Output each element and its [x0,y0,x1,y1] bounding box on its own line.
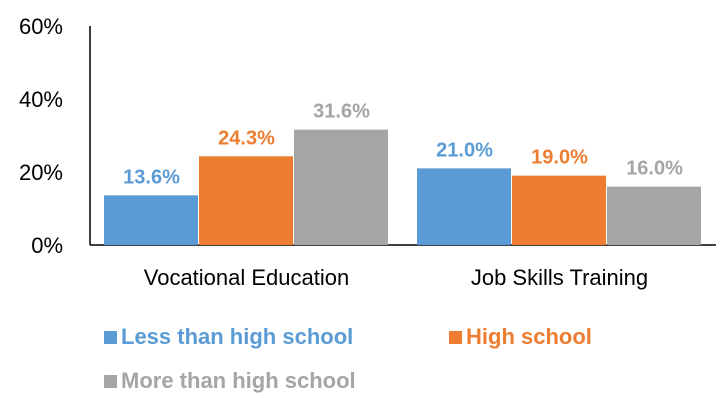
bar [607,186,701,245]
legend-label-more-than-high-school: More than high school [121,368,356,393]
y-tick-label: 20% [19,160,63,185]
legend: Less than high school High school More t… [0,316,721,398]
data-label: 16.0% [626,158,683,180]
legend-label-high-school: High school [466,324,592,349]
bar [294,129,388,245]
legend-item-high-school: High school [449,324,592,350]
x-category-label: Vocational Education [144,265,350,290]
data-label: 31.6% [313,101,370,123]
y-tick-label: 40% [19,87,63,112]
bar-chart: 0% 20% 40% 60% 13.6% 24.3% 31.6% 21.0% 19.0% 16.… [19,14,716,290]
data-label: 21.0% [436,139,493,161]
legend-swatch-less-than-high-school [104,330,117,344]
legend-item-less-than-high-school: Less than high school [104,324,353,350]
data-label: 19.0% [531,147,588,169]
bar [199,156,293,245]
y-tick-label: 0% [31,233,63,258]
bar [417,168,511,245]
legend-swatch-high-school [449,330,462,344]
bar [512,175,606,245]
legend-item-more-than-high-school: More than high school [104,368,356,394]
x-category-label: Job Skills Training [471,265,648,290]
data-label: 24.3% [218,127,275,149]
y-tick-label: 60% [19,14,63,39]
legend-swatch-more-than-high-school [104,374,117,388]
legend-label-less-than-high-school: Less than high school [121,324,354,349]
bar [104,195,198,245]
data-label: 13.6% [123,166,180,188]
